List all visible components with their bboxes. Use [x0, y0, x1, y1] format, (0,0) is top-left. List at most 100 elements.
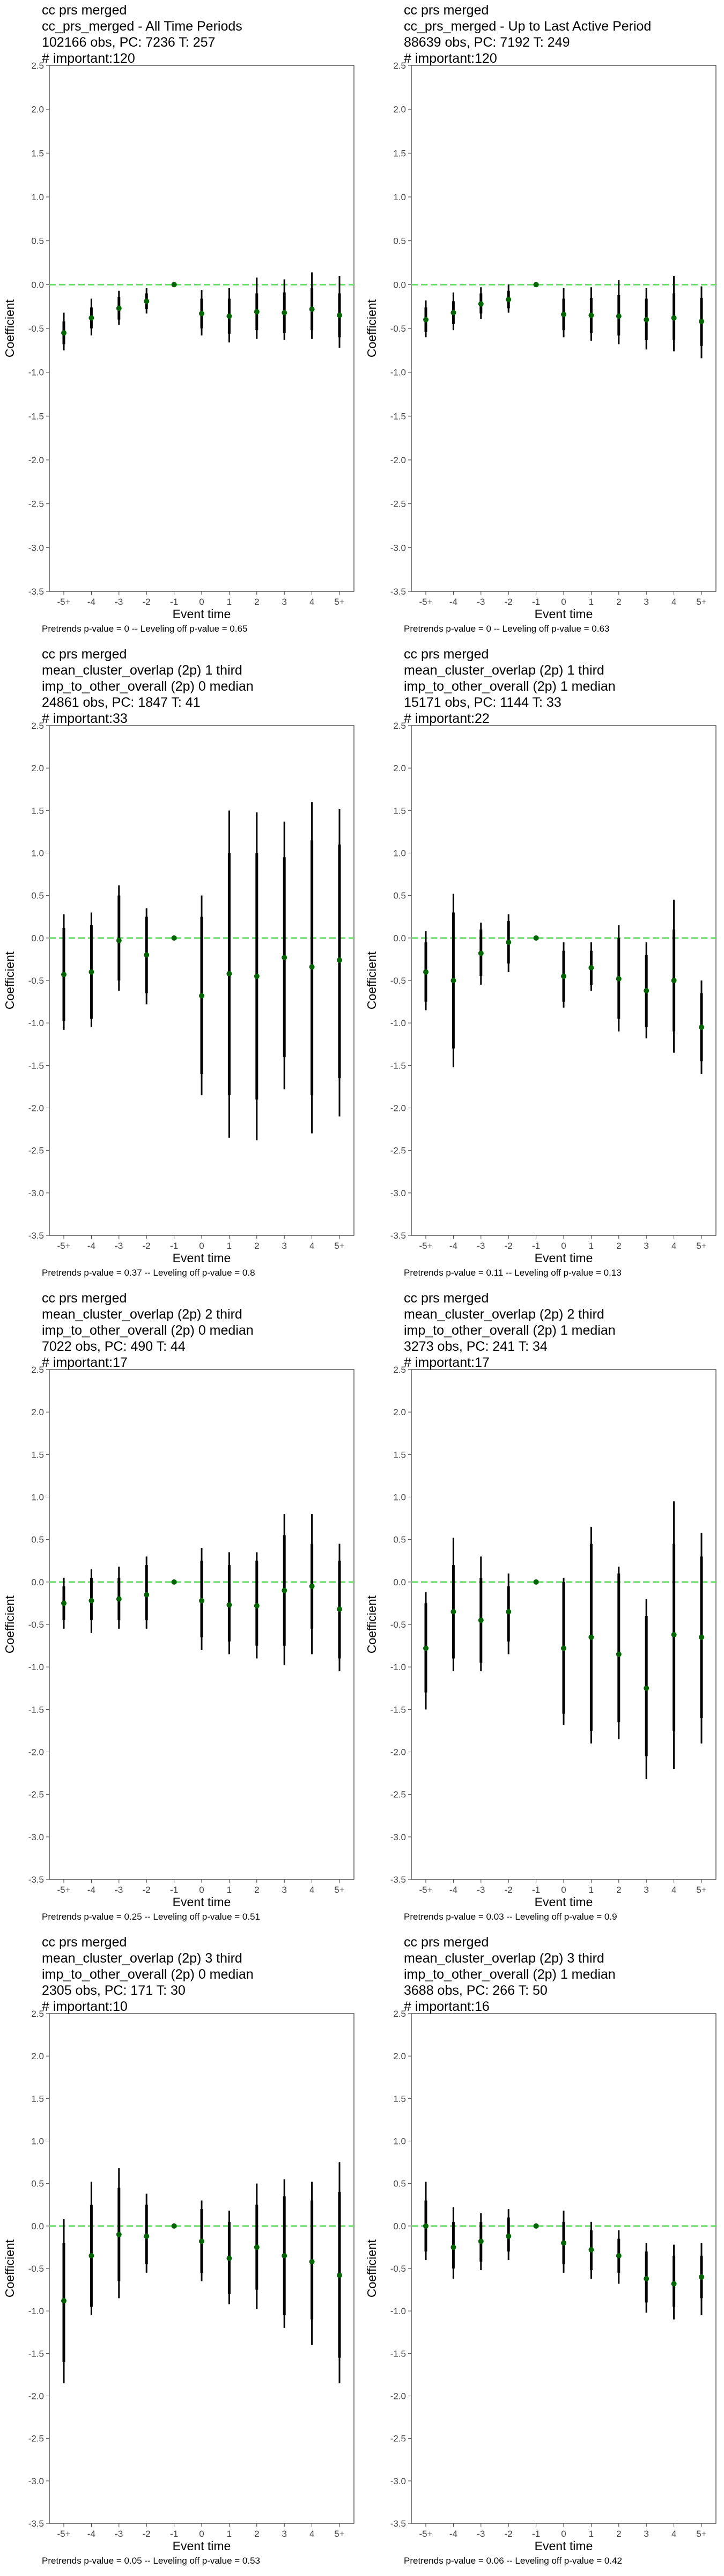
chart-title-line: cc prs merged [404, 1291, 489, 1306]
y-tick-label: -1.5 [390, 1704, 406, 1715]
y-tick-label: 1.5 [31, 2094, 44, 2104]
y-axis-title: Coefficient [3, 2239, 17, 2297]
estimate-point [88, 2253, 94, 2259]
estimate-point [116, 938, 122, 943]
estimate-point [337, 1606, 342, 1612]
chart-title-line: imp_to_other_overall (2p) 0 median [42, 1323, 254, 1338]
x-tick-label: -5+ [57, 1885, 70, 1895]
y-tick-label: 1.5 [393, 806, 406, 816]
chart-title-line: cc_prs_merged - All Time Periods [42, 19, 242, 34]
estimate-point [671, 315, 677, 321]
x-tick-label: 4 [671, 1885, 676, 1895]
y-tick-label: -2.5 [28, 499, 44, 509]
x-axis-title: Event time [535, 1251, 593, 1265]
estimate-point [282, 1587, 287, 1593]
estimate-point [144, 1592, 150, 1598]
y-tick-label: 1.5 [393, 1450, 406, 1460]
x-tick-label: -1 [170, 2529, 178, 2539]
x-tick-label: -2 [143, 2529, 151, 2539]
estimate-point [699, 1634, 704, 1640]
estimate-point [144, 2233, 150, 2239]
x-tick-label: -1 [170, 1241, 178, 1251]
estimate-point [671, 1632, 677, 1637]
y-tick-label: -1.0 [28, 2306, 44, 2316]
chart-title-line: mean_cluster_overlap (2p) 2 third [404, 1307, 604, 1322]
event-study-plot: 2.5 2.0 1.5 1.0 0.5 0.0 -0.5 -1.0 -1.5 -2.0 -2.5 -3… [365, 1365, 716, 1909]
chart-title-block: cc prs merged cc_prs_merged - Up to Last … [404, 2, 651, 67]
x-tick-label: 0 [199, 1241, 204, 1251]
x-tick-label: -5+ [419, 1241, 432, 1251]
chart-title-block: cc prs merged mean_cluster_overlap (2p) 1… [42, 646, 254, 727]
estimate-point [616, 1651, 622, 1657]
y-tick-label: -3.5 [28, 1231, 44, 1241]
x-tick-label: -3 [477, 2529, 485, 2539]
y-tick-label: 0.5 [393, 236, 406, 246]
chart-panel: 2.5 2.0 1.5 1.0 0.5 0.0 -0.5 -1.0 -1.5 -2.0 -2.5 -3… [0, 0, 362, 644]
y-tick-label: 0.5 [393, 1535, 406, 1545]
estimate-point [561, 2240, 566, 2246]
x-axis-title: Event time [535, 2539, 593, 2553]
y-tick-label: -0.5 [390, 324, 406, 334]
y-tick-label: 0.0 [31, 933, 44, 943]
y-tick-label: -2.0 [390, 1747, 406, 1758]
estimate-point [423, 1645, 429, 1651]
chart-panel: 2.5 2.0 1.5 1.0 0.5 0.0 -0.5 -1.0 -1.5 -2.0 -2.5 -3… [362, 0, 724, 644]
x-tick-label: -4 [87, 597, 95, 607]
y-tick-label: 1.0 [31, 848, 44, 859]
y-tick-label: -2.5 [390, 1146, 406, 1156]
event-study-plot: 2.5 2.0 1.5 1.0 0.5 0.0 -0.5 -1.0 -1.5 -2.0 -2.5 -3… [365, 2009, 716, 2553]
estimate-point [61, 330, 67, 336]
estimate-point [282, 2253, 287, 2259]
y-axis-title: Coefficient [365, 2239, 379, 2297]
x-axis-title: Event time [173, 1895, 231, 1909]
y-tick-label: -1.5 [390, 1060, 406, 1071]
y-tick-label: -1.0 [390, 1018, 406, 1028]
estimate-point [88, 1598, 94, 1604]
y-axis-title: Coefficient [3, 1595, 17, 1653]
estimate-point [533, 282, 539, 288]
chart-title-line: imp_to_other_overall (2p) 0 median [42, 679, 254, 694]
x-tick-label: 0 [199, 597, 204, 607]
y-tick-label: -1.0 [390, 1662, 406, 1672]
estimate-point [226, 1602, 232, 1608]
x-tick-label: -2 [143, 597, 151, 607]
chart-title-line: # important:17 [404, 1355, 490, 1370]
chart-caption: Pretrends p-value = 0.06 -- Leveling off… [404, 2556, 622, 2566]
chart-title-line: cc prs merged [404, 1935, 489, 1950]
x-tick-label: -1 [532, 597, 540, 607]
estimate-point [478, 2238, 484, 2244]
y-tick-label: 2.5 [31, 2009, 44, 2019]
x-tick-label: -5+ [57, 597, 70, 607]
estimate-point [254, 974, 260, 979]
estimate-point [644, 988, 649, 993]
estimate-point [116, 2231, 122, 2237]
y-tick-label: 2.0 [393, 105, 406, 115]
x-tick-label: -5+ [57, 2529, 70, 2539]
y-tick-label: 0.0 [31, 2221, 44, 2231]
y-tick-label: -2.5 [390, 2434, 406, 2444]
x-tick-label: -4 [87, 2529, 95, 2539]
chart-panel: 2.5 2.0 1.5 1.0 0.5 0.0 -0.5 -1.0 -1.5 -2.0 -2.5 -3… [0, 1932, 362, 2576]
chart-caption: Pretrends p-value = 0.25 -- Leveling off… [42, 1912, 260, 1922]
x-tick-label: 1 [589, 2529, 594, 2539]
estimate-point [282, 310, 287, 316]
y-tick-label: 1.0 [393, 2136, 406, 2147]
y-tick-label: -1.0 [28, 1018, 44, 1028]
estimate-point [282, 955, 287, 961]
y-tick-label: -0.5 [390, 2264, 406, 2274]
x-tick-label: 0 [561, 597, 566, 607]
chart-title-block: cc prs merged mean_cluster_overlap (2p) 2… [404, 1290, 616, 1371]
y-tick-label: 0.0 [31, 280, 44, 290]
y-tick-label: -0.5 [390, 976, 406, 986]
x-tick-label: 5+ [334, 1241, 344, 1251]
x-tick-label: -5+ [419, 1885, 432, 1895]
x-tick-label: -5+ [419, 2529, 432, 2539]
y-tick-label: 2.0 [31, 1407, 44, 1417]
x-tick-label: 1 [227, 1241, 232, 1251]
estimate-point [450, 2244, 456, 2250]
estimate-point [144, 952, 150, 958]
event-study-plot: 2.5 2.0 1.5 1.0 0.5 0.0 -0.5 -1.0 -1.5 -2.0 -2.5 -3… [365, 61, 716, 621]
estimate-point [309, 964, 315, 970]
estimate-point [644, 2276, 649, 2281]
